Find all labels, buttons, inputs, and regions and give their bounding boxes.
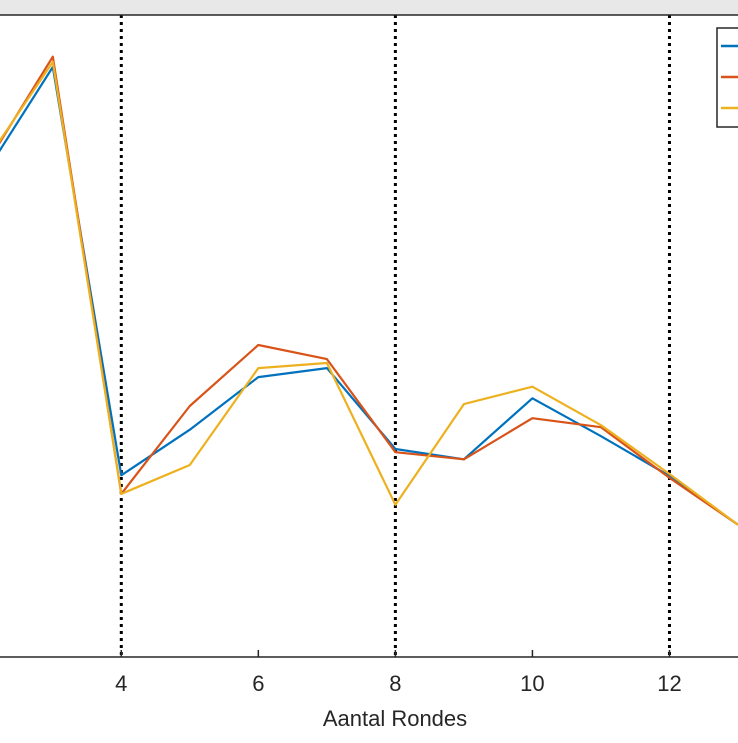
- x-tick-label: 6: [252, 671, 264, 696]
- series-line-2: [0, 55, 738, 526]
- x-tick-label: 12: [657, 671, 681, 696]
- x-axis-label: Aantal Rondes: [323, 706, 467, 731]
- series-line-1: [0, 65, 738, 526]
- figure-top-band: [0, 0, 738, 15]
- x-tick-label: 4: [115, 671, 127, 696]
- legend: [716, 27, 738, 128]
- x-tick-label: 8: [389, 671, 401, 696]
- x-tick-label: 10: [520, 671, 544, 696]
- series-line-3: [0, 60, 738, 526]
